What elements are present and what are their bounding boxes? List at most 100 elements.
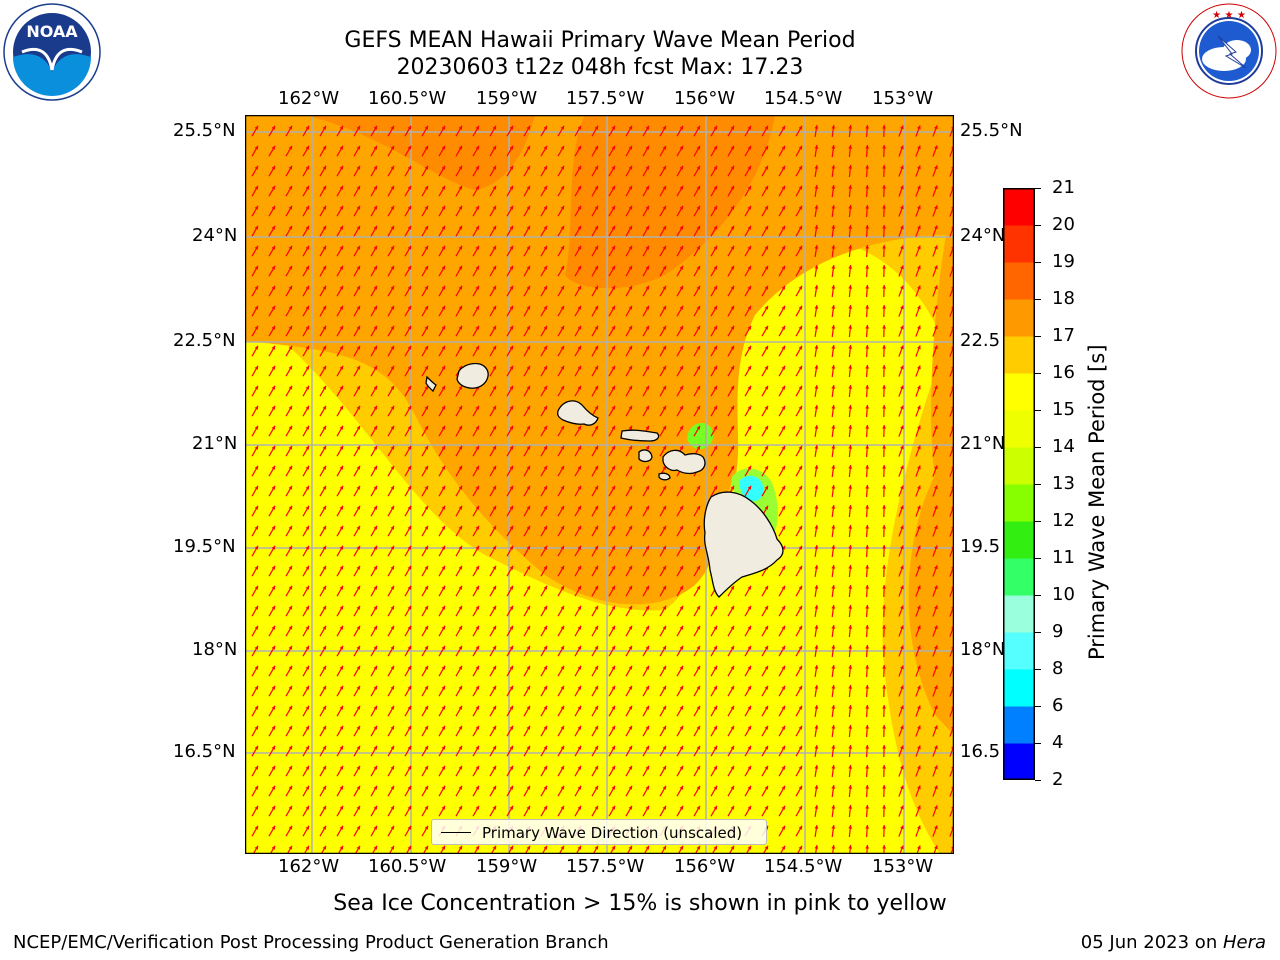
wave-arrow [915,805,921,817]
wave-arrow [710,285,718,297]
wave-arrow [557,185,565,197]
wave-arrow [285,565,293,577]
wave-arrow [353,265,361,277]
wave-arrow [848,644,853,658]
wave-arrow [761,705,769,717]
wave-arrow [814,685,819,697]
wave-arrow [319,205,327,217]
wave-arrow [472,325,480,337]
wave-arrow [625,585,633,597]
wave-arrow [795,405,803,417]
wave-arrow [625,265,633,277]
wave-arrow [882,484,886,498]
chart-title: GEFS MEAN Hawaii Primary Wave Mean Perio… [344,28,856,53]
wave-arrow [591,385,599,397]
wave-arrow [778,765,786,777]
wave-arrow [336,665,344,677]
wave-arrow [472,665,480,677]
wave-arrow [727,185,735,197]
wave-arrow [693,265,701,277]
wave-arrow [268,805,276,817]
wave-arrow [915,545,921,557]
wave-arrow [489,405,497,417]
wave-arrow [625,725,633,737]
wave-arrow [370,485,378,497]
wave-arrow [472,165,480,177]
wave-arrow [540,665,548,677]
wave-arrow [710,805,718,817]
wave-arrow [915,385,921,397]
legend-line-icon [441,832,471,833]
wave-arrow [336,405,344,417]
wave-arrow [438,305,446,317]
wave-arrow [370,225,378,237]
wave-arrow [848,844,853,854]
wave-arrow [932,525,938,537]
wave-arrow [831,544,836,558]
wave-arrow [302,365,310,377]
wave-arrow [421,685,429,697]
wave-arrow [455,305,463,317]
wave-arrow [848,304,853,318]
wave-arrow [540,165,548,177]
wave-arrow [302,345,310,357]
wave-arrow [319,785,327,797]
wave-arrow [932,745,938,757]
wave-arrow [710,325,718,337]
wave-arrow [710,305,718,317]
wave-arrow [404,685,412,697]
wave-arrow [865,644,870,658]
wave-arrow [421,625,429,637]
wave-arrow [268,185,276,197]
wave-arrow [574,705,582,717]
wave-arrow [915,725,921,737]
wave-arrow [387,585,395,597]
wave-arrow [642,605,650,617]
wave-arrow [814,845,819,854]
wave-arrow [336,145,344,157]
wave-arrow [557,345,565,357]
wave-arrow [932,345,938,357]
wave-arrow [421,765,429,777]
wave-arrow [778,145,786,157]
lon-tick-bottom: 159°W [476,856,538,877]
wave-arrow [608,685,616,697]
wave-arrow [882,784,886,798]
wave-arrow [455,745,463,757]
wave-arrow [540,565,548,577]
wave-arrow [898,545,904,557]
wave-arrow [710,205,718,217]
wave-arrow [591,565,599,577]
wave-arrow [438,625,446,637]
wave-arrow [370,625,378,637]
wave-arrow [268,545,276,557]
wave-arrow [251,305,259,317]
wave-arrow [557,145,565,157]
wave-arrow [744,585,752,597]
colorbar-tick-mark [1035,668,1041,670]
wave-arrow [404,325,412,337]
wave-arrow [831,744,836,758]
wave-arrow [659,365,667,377]
wave-arrow [710,365,718,377]
wave-arrow [455,265,463,277]
wave-arrow [727,765,735,777]
colorbar-segment [1003,521,1035,559]
wave-arrow [251,625,259,637]
wave-arrow [387,165,395,177]
wave-arrow [387,405,395,417]
wave-arrow [659,305,667,317]
wave-arrow [882,144,886,158]
wave-arrow [625,465,633,477]
wave-arrow [489,605,497,617]
wave-arrow [540,765,548,777]
wave-arrow [761,425,769,437]
wave-arrow [795,185,803,197]
wave-arrow [710,385,718,397]
wave-arrow [523,365,531,377]
wave-arrow [404,305,412,317]
wave-arrow [421,425,429,437]
wave-arrow [438,405,446,417]
wave-arrow [268,605,276,617]
wave-arrow [370,565,378,577]
